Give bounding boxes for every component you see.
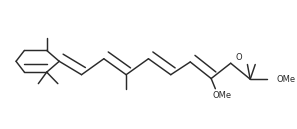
Text: OMe: OMe [277, 75, 296, 84]
Text: O: O [235, 53, 242, 62]
Text: OMe: OMe [212, 91, 231, 100]
